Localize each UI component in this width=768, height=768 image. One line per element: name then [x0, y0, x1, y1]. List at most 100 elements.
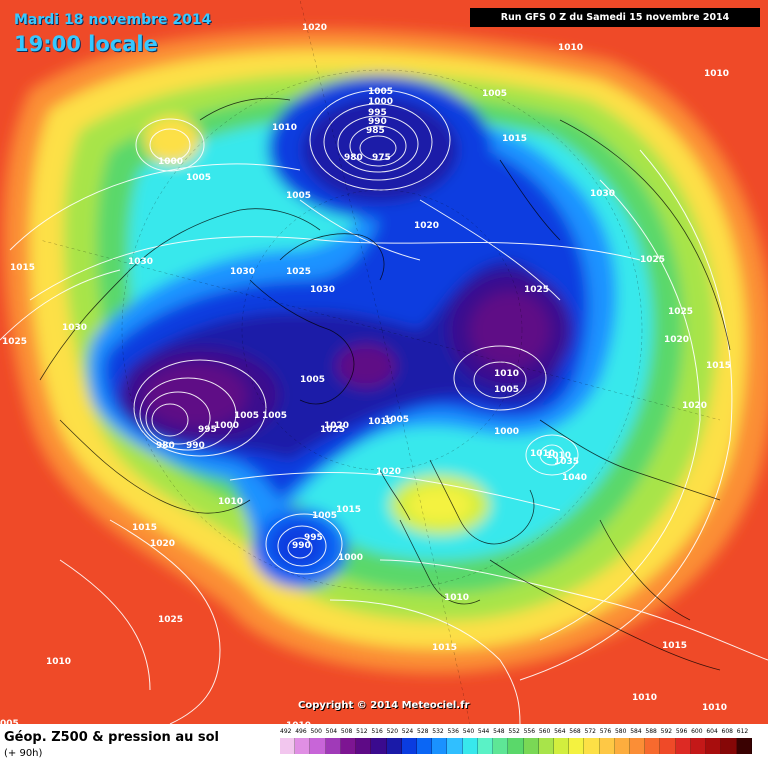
forecast-date: Mardi 18 novembre 2014	[14, 12, 212, 28]
pressure-label: 1025	[640, 255, 665, 265]
pressure-label: 1000	[158, 157, 183, 167]
scale-tick: 528	[417, 728, 429, 735]
pressure-label: 1015	[336, 505, 361, 515]
pressure-label: 990	[368, 117, 387, 127]
pressure-label: 985	[366, 126, 385, 136]
pressure-label: 1010	[704, 69, 729, 79]
scale-swatch	[416, 738, 433, 754]
scale-swatch	[447, 738, 463, 754]
scale-swatch	[721, 738, 737, 754]
scale-swatch	[630, 738, 646, 754]
scale-tick: 524	[401, 728, 414, 735]
scale-swatch	[310, 738, 326, 754]
pressure-label: 1000	[338, 553, 363, 563]
pressure-label: 1015	[10, 263, 35, 273]
pressure-label: 1010	[494, 369, 519, 379]
pressure-label: 1005	[312, 511, 337, 521]
scale-swatch	[675, 738, 691, 754]
pressure-label: 1025	[320, 425, 345, 435]
pressure-label: 1015	[432, 643, 457, 653]
pressure-label: 1020	[150, 539, 175, 549]
scale-tick: 568	[569, 728, 581, 735]
pressure-label: 1010	[546, 451, 571, 461]
pressure-label: 1020	[682, 401, 707, 411]
scale-tick: 536	[447, 728, 459, 735]
pressure-label: 990	[292, 541, 311, 551]
copyright: Copyright © 2014 Meteociel.fr	[298, 700, 470, 711]
isobars	[0, 89, 768, 724]
scale-tick: 496	[295, 728, 307, 735]
pressure-label: 1000	[368, 97, 393, 107]
pressure-label: 1025	[668, 307, 693, 317]
forecast-time: 19:00 locale	[14, 32, 158, 56]
pressure-label: 990	[186, 441, 205, 451]
scale-tick: 552	[508, 728, 520, 735]
color-scale-bar	[280, 738, 752, 754]
pressure-label: 1015	[502, 134, 527, 144]
scale-swatch	[614, 738, 631, 754]
pressure-label: 1005	[262, 411, 287, 421]
pressure-label: 1035	[554, 457, 579, 467]
scale-swatch	[599, 738, 615, 754]
pressure-label: 005	[0, 719, 19, 724]
pressure-label: 1005	[300, 375, 325, 385]
graticule	[39, 0, 721, 724]
pressure-label: 1010	[530, 449, 555, 459]
pressure-label: 1030	[590, 189, 615, 199]
pressure-label: 1000	[494, 427, 519, 437]
pressure-label: 1015	[662, 641, 687, 651]
scale-swatch	[584, 738, 600, 754]
pressure-label: 1030	[310, 285, 335, 295]
scale-swatch	[356, 738, 372, 754]
pressure-label: 1030	[128, 257, 153, 267]
pressure-label: 1030	[230, 267, 255, 277]
pressure-label: 1005	[494, 385, 519, 395]
pressure-label: 1010	[272, 123, 297, 133]
scale-tick: 544	[477, 728, 490, 735]
pressure-label: 1030	[62, 323, 87, 333]
scale-tick: 520	[386, 728, 399, 735]
pressure-label: 1005	[234, 411, 259, 421]
scale-tick: 516	[371, 728, 383, 735]
scale-tick: 508	[340, 728, 353, 735]
scale-tick: 608	[721, 728, 733, 735]
pressure-label: 1020	[302, 23, 327, 33]
pressure-label: 1020	[324, 421, 349, 431]
scale-tick: 512	[356, 728, 368, 735]
pressure-label: 1040	[562, 473, 587, 483]
pressure-label: 1015	[706, 361, 731, 371]
scale-swatch	[523, 738, 539, 754]
pressure-label: 1005	[482, 89, 507, 99]
pressure-label: 995	[368, 108, 387, 118]
scale-swatch	[280, 738, 296, 754]
scale-tick: 564	[554, 728, 566, 735]
scale-swatch	[508, 738, 524, 754]
pressure-label: 1015	[132, 523, 157, 533]
chart-title: Géop. Z500 & pression au sol	[4, 730, 219, 745]
pressure-label: 1020	[414, 221, 439, 231]
scale-swatch	[462, 738, 478, 754]
scale-tick: 580	[614, 728, 627, 735]
pressure-label: 1010	[558, 43, 583, 53]
scale-tick: 576	[599, 728, 612, 735]
run-info: Run GFS 0 Z du Samedi 15 novembre 2014	[470, 8, 760, 27]
pressure-label: 1010	[444, 593, 469, 603]
pressure-label: 1005	[186, 173, 211, 183]
scale-swatch	[340, 738, 357, 754]
pressure-label: 1010	[702, 703, 727, 713]
scale-swatch	[736, 738, 752, 754]
scale-swatch	[386, 738, 402, 754]
scale-swatch	[690, 738, 707, 754]
forecast-offset: (+ 90h)	[4, 748, 43, 759]
pressure-label: 1020	[376, 467, 401, 477]
scale-swatch	[477, 738, 494, 754]
scale-tick: 600	[691, 728, 703, 735]
pressure-label: 980	[344, 153, 363, 163]
legend-panel: Géop. Z500 & pression au sol (+ 90h) 492…	[0, 724, 768, 768]
pressure-label: 1010	[286, 721, 311, 724]
scale-swatch	[706, 738, 722, 754]
pressure-label: 1020	[664, 335, 689, 345]
scale-tick: 500	[310, 728, 322, 735]
